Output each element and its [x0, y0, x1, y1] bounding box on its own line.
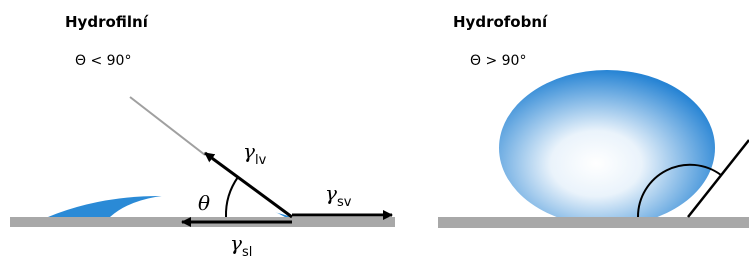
subscript: sl	[242, 245, 252, 258]
symbol: γ	[325, 181, 337, 205]
theta: θ	[198, 191, 210, 215]
diagram: Hydrofilní Θ < 90° θ γlv γsv γsl Hydrofo…	[0, 0, 749, 258]
tangent-line	[130, 97, 205, 155]
symbol: γ	[230, 231, 242, 255]
gamma-sv: γsv	[325, 181, 352, 210]
subscript: lv	[255, 153, 267, 168]
symbol: γ	[243, 139, 255, 163]
panel-title: Hydrofobní	[453, 13, 548, 31]
surface	[438, 217, 749, 228]
angle-label: Θ > 90°	[470, 53, 526, 69]
subscript: sv	[337, 195, 352, 210]
droplet	[499, 70, 715, 226]
gamma-sl: γsl	[230, 231, 252, 258]
angle-label: Θ < 90°	[75, 53, 131, 69]
panel-title: Hydrofilní	[65, 13, 149, 31]
gamma-lv: γlv	[243, 139, 267, 168]
